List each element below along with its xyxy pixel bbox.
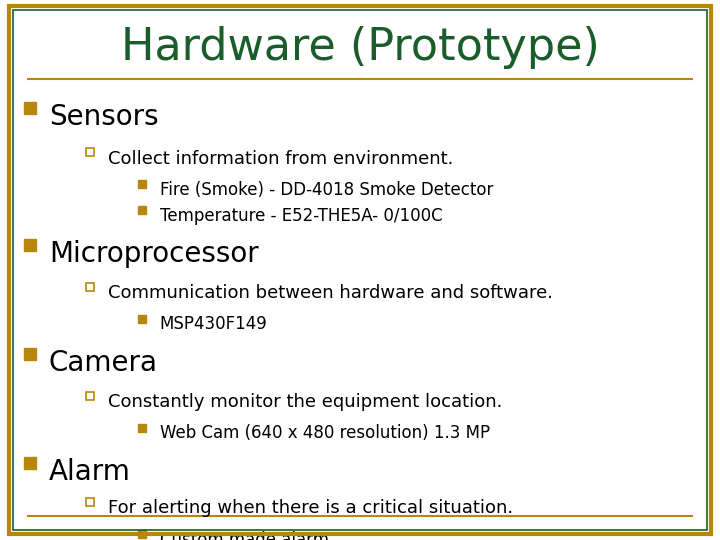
Text: Camera: Camera [49,349,158,377]
Text: Temperature - E52-THE5A- 0/100C: Temperature - E52-THE5A- 0/100C [160,207,442,225]
Text: MSP430F149: MSP430F149 [160,315,267,333]
Text: Microprocessor: Microprocessor [49,240,258,268]
Text: Sensors: Sensors [49,103,158,131]
Text: Hardware (Prototype): Hardware (Prototype) [121,25,599,69]
Text: Collect information from environment.: Collect information from environment. [108,150,453,167]
Text: Web Cam (640 x 480 resolution) 1.3 MP: Web Cam (640 x 480 resolution) 1.3 MP [160,424,490,442]
Text: Custom made alarm.: Custom made alarm. [160,531,334,540]
Text: Constantly monitor the equipment location.: Constantly monitor the equipment locatio… [108,393,502,411]
Text: Fire (Smoke) - DD-4018 Smoke Detector: Fire (Smoke) - DD-4018 Smoke Detector [160,181,493,199]
Text: Communication between hardware and software.: Communication between hardware and softw… [108,285,553,302]
Text: For alerting when there is a critical situation.: For alerting when there is a critical si… [108,500,513,517]
Text: Alarm: Alarm [49,458,131,486]
